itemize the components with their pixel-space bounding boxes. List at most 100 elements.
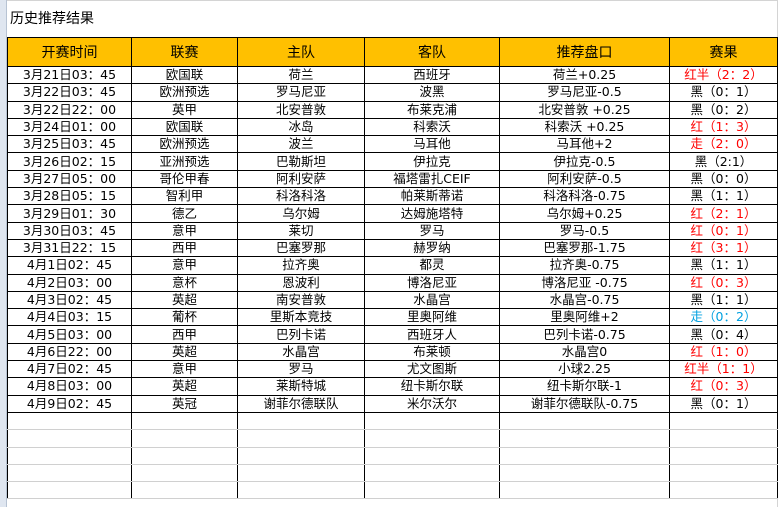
cell-home[interactable]: 北安普敦 xyxy=(237,100,365,119)
cell-home[interactable]: 罗马 xyxy=(237,360,365,379)
cell-league[interactable]: 英超 xyxy=(131,342,238,362)
empty-cell[interactable] xyxy=(499,463,670,483)
cell-away[interactable]: 赫罗纳 xyxy=(364,238,500,258)
empty-cell[interactable] xyxy=(7,481,132,500)
empty-cell[interactable] xyxy=(669,481,778,500)
cell-result[interactable]: 红（1：3） xyxy=(669,117,778,137)
empty-cell[interactable] xyxy=(669,446,778,465)
cell-pick[interactable]: 阿利安萨-0.5 xyxy=(499,169,670,189)
cell-home[interactable]: 巴塞罗那 xyxy=(237,238,365,258)
empty-cell[interactable] xyxy=(237,481,365,500)
header-time[interactable]: 开赛时间 xyxy=(7,37,132,67)
header-away[interactable]: 客队 xyxy=(364,37,500,67)
cell-home[interactable]: 阿利安萨 xyxy=(237,169,365,189)
cell-away[interactable]: 布莱克浦 xyxy=(364,100,500,119)
cell-time[interactable]: 4月8日03：00 xyxy=(7,377,132,396)
cell-result[interactable]: 黑（0：2） xyxy=(669,100,778,119)
cell-pick[interactable]: 拉齐奥-0.75 xyxy=(499,256,670,275)
empty-cell[interactable] xyxy=(499,446,670,465)
cell-result[interactable]: 红半（1：1） xyxy=(669,360,778,379)
cell-time[interactable]: 4月3日02：45 xyxy=(7,290,132,310)
cell-result[interactable]: 红（0：3） xyxy=(669,377,778,396)
cell-pick[interactable]: 水晶宫-0.75 xyxy=(499,290,670,310)
cell-league[interactable]: 葡杯 xyxy=(131,308,238,327)
header-league[interactable]: 联赛 xyxy=(131,37,238,67)
empty-cell[interactable] xyxy=(669,463,778,483)
cell-league[interactable]: 智利甲 xyxy=(131,187,238,206)
cell-result[interactable]: 红（0：3） xyxy=(669,273,778,292)
cell-league[interactable]: 英超 xyxy=(131,377,238,396)
cell-away[interactable]: 马耳他 xyxy=(364,135,500,154)
cell-away[interactable]: 博洛尼亚 xyxy=(364,273,500,292)
cell-pick[interactable]: 小球2.25 xyxy=(499,360,670,379)
cell-away[interactable]: 福塔雷扎CEIF xyxy=(364,169,500,189)
cell-pick[interactable]: 里奥阿维+2 xyxy=(499,308,670,327)
cell-league[interactable]: 西甲 xyxy=(131,325,238,344)
cell-time[interactable]: 3月25日03：45 xyxy=(7,135,132,154)
empty-cell[interactable] xyxy=(7,463,132,483)
cell-time[interactable]: 4月4日03：15 xyxy=(7,308,132,327)
cell-away[interactable]: 西班牙人 xyxy=(364,325,500,344)
cell-home[interactable]: 荷兰 xyxy=(237,65,365,85)
empty-cell[interactable] xyxy=(131,463,238,483)
cell-time[interactable]: 3月22日22：00 xyxy=(7,100,132,119)
empty-cell[interactable] xyxy=(499,429,670,448)
cell-league[interactable]: 意甲 xyxy=(131,256,238,275)
cell-home[interactable]: 恩波利 xyxy=(237,273,365,292)
header-result[interactable]: 赛果 xyxy=(669,37,778,67)
cell-away[interactable]: 伊拉克 xyxy=(364,152,500,171)
cell-time[interactable]: 3月31日22：15 xyxy=(7,238,132,258)
cell-league[interactable]: 亚洲预选 xyxy=(131,152,238,171)
cell-pick[interactable]: 荷兰+0.25 xyxy=(499,65,670,85)
cell-away[interactable]: 都灵 xyxy=(364,256,500,275)
cell-away[interactable]: 尤文图斯 xyxy=(364,360,500,379)
empty-cell[interactable] xyxy=(131,446,238,465)
cell-home[interactable]: 乌尔姆 xyxy=(237,204,365,223)
sheet-title[interactable]: 历史推荐结果 xyxy=(10,11,94,27)
cell-pick[interactable]: 巴塞罗那-1.75 xyxy=(499,238,670,258)
cell-pick[interactable]: 罗马尼亚-0.5 xyxy=(499,83,670,102)
empty-cell[interactable] xyxy=(237,411,365,431)
empty-cell[interactable] xyxy=(364,481,500,500)
cell-home[interactable]: 莱切 xyxy=(237,221,365,240)
cell-time[interactable]: 4月2日03：00 xyxy=(7,273,132,292)
cell-pick[interactable]: 科索沃 +0.25 xyxy=(499,117,670,137)
cell-away[interactable]: 罗马 xyxy=(364,221,500,240)
cell-time[interactable]: 4月7日02：45 xyxy=(7,360,132,379)
cell-time[interactable]: 3月29日01：30 xyxy=(7,204,132,223)
cell-league[interactable]: 意杯 xyxy=(131,273,238,292)
empty-cell[interactable] xyxy=(364,429,500,448)
empty-cell[interactable] xyxy=(7,411,132,431)
cell-home[interactable]: 南安普敦 xyxy=(237,290,365,310)
empty-cell[interactable] xyxy=(131,481,238,500)
cell-result[interactable]: 黑（0：0） xyxy=(669,169,778,189)
empty-cell[interactable] xyxy=(7,429,132,448)
cell-home[interactable]: 罗马尼亚 xyxy=(237,83,365,102)
cell-away[interactable]: 波黑 xyxy=(364,83,500,102)
cell-time[interactable]: 4月9日02：45 xyxy=(7,394,132,413)
cell-league[interactable]: 英冠 xyxy=(131,394,238,413)
cell-pick[interactable]: 谢菲尔德联队-0.75 xyxy=(499,394,670,413)
empty-cell[interactable] xyxy=(7,446,132,465)
header-pick[interactable]: 推荐盘口 xyxy=(499,37,670,67)
cell-result[interactable]: 黑（2:1） xyxy=(669,152,778,171)
cell-league[interactable]: 哥伦甲春 xyxy=(131,169,238,189)
cell-home[interactable]: 谢菲尔德联队 xyxy=(237,394,365,413)
cell-league[interactable]: 欧国联 xyxy=(131,65,238,85)
empty-cell[interactable] xyxy=(669,411,778,431)
empty-cell[interactable] xyxy=(237,429,365,448)
cell-pick[interactable]: 纽卡斯尔联-1 xyxy=(499,377,670,396)
cell-home[interactable]: 冰岛 xyxy=(237,117,365,137)
cell-home[interactable]: 波兰 xyxy=(237,135,365,154)
cell-away[interactable]: 水晶宫 xyxy=(364,290,500,310)
cell-time[interactable]: 4月1日02：45 xyxy=(7,256,132,275)
cell-time[interactable]: 3月27日05：00 xyxy=(7,169,132,189)
empty-cell[interactable] xyxy=(131,429,238,448)
empty-cell[interactable] xyxy=(499,411,670,431)
cell-away[interactable]: 达姆施塔特 xyxy=(364,204,500,223)
cell-time[interactable]: 4月6日22：00 xyxy=(7,342,132,362)
cell-league[interactable]: 西甲 xyxy=(131,238,238,258)
cell-pick[interactable]: 水晶宫0 xyxy=(499,342,670,362)
cell-result[interactable]: 黑（1：1） xyxy=(669,256,778,275)
cell-time[interactable]: 3月28日05：15 xyxy=(7,187,132,206)
